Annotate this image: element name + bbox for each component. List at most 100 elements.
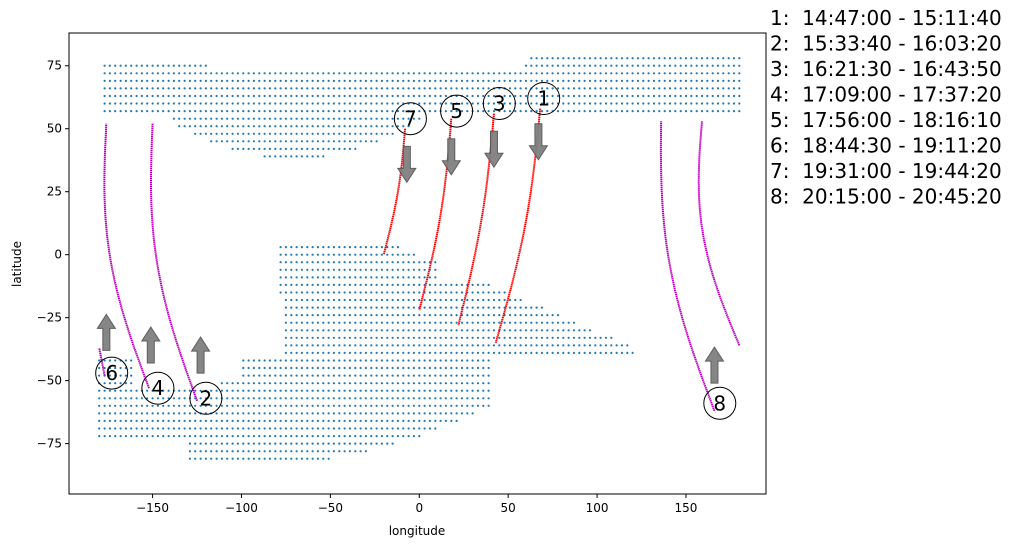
coverage-point <box>103 359 106 362</box>
coverage-point <box>700 102 704 105</box>
coverage-point <box>348 253 351 256</box>
coverage-point <box>146 102 149 105</box>
coverage-point <box>332 382 335 385</box>
coverage-point <box>199 435 202 438</box>
coverage-point <box>284 72 287 75</box>
coverage-point <box>300 366 303 370</box>
coverage-point <box>252 87 255 90</box>
coverage-point <box>738 102 741 105</box>
coverage-point <box>567 87 570 90</box>
coverage-point <box>380 132 383 135</box>
coverage-point <box>380 435 383 438</box>
coverage-point <box>412 435 415 438</box>
coverage-point <box>146 435 149 438</box>
coverage-point <box>391 374 394 377</box>
coverage-point <box>530 329 533 332</box>
coverage-point <box>226 79 229 82</box>
coverage-point <box>306 359 309 362</box>
coverage-point <box>300 147 303 150</box>
coverage-point <box>375 314 378 317</box>
coverage-point <box>610 110 613 113</box>
coverage-point <box>98 389 101 392</box>
coverage-point <box>348 283 351 286</box>
coverage-point <box>386 94 389 98</box>
coverage-point <box>567 72 570 75</box>
coverage-point <box>578 329 581 332</box>
coverage-point <box>487 321 490 324</box>
coverage-point <box>418 344 421 347</box>
coverage-point <box>727 94 730 98</box>
coverage-point <box>684 94 688 98</box>
coverage-point <box>300 435 303 438</box>
coverage-point <box>188 117 191 120</box>
coverage-point <box>364 404 367 407</box>
coverage-point <box>567 329 570 332</box>
coverage-point <box>103 382 106 385</box>
coverage-point <box>487 72 490 75</box>
coverage-point <box>540 64 544 67</box>
y-axis-label: latitude <box>10 241 24 287</box>
coverage-point <box>444 412 447 415</box>
coverage-point <box>684 102 688 105</box>
coverage-point <box>540 87 544 90</box>
coverage-point <box>215 397 218 400</box>
coverage-point <box>508 321 512 324</box>
coverage-point <box>370 298 373 302</box>
coverage-point <box>684 87 688 90</box>
coverage-point <box>631 351 634 354</box>
coverage-point <box>279 140 282 143</box>
coverage-point <box>391 404 394 407</box>
coverage-point <box>428 314 431 317</box>
coverage-point <box>519 351 522 354</box>
coverage-point <box>119 79 122 82</box>
coverage-point <box>375 359 378 362</box>
coverage-point <box>396 246 399 249</box>
coverage-point <box>279 389 282 392</box>
coverage-point <box>327 110 330 113</box>
coverage-point <box>258 397 261 400</box>
coverage-point <box>524 306 528 309</box>
coverage-point <box>183 389 186 392</box>
coverage-point <box>380 246 383 249</box>
coverage-point <box>290 351 293 354</box>
coverage-point <box>391 351 394 354</box>
coverage-point <box>615 110 618 113</box>
coverage-point <box>370 253 373 256</box>
coverage-point <box>514 321 517 324</box>
coverage-point <box>370 404 373 407</box>
coverage-point <box>306 306 309 309</box>
coverage-point <box>476 102 480 105</box>
coverage-point <box>386 72 389 75</box>
pass-marker-label-4: 4 <box>152 376 165 400</box>
coverage-point <box>178 102 181 105</box>
coverage-point <box>322 397 325 400</box>
coverage-point <box>423 336 426 339</box>
coverage-point <box>599 110 602 113</box>
coverage-point <box>279 283 282 286</box>
coverage-point <box>130 110 133 113</box>
coverage-point <box>258 419 261 422</box>
y-tick-label: 50 <box>47 122 62 136</box>
coverage-point <box>311 442 314 445</box>
coverage-point <box>642 87 645 90</box>
coverage-point <box>412 298 415 302</box>
coverage-point <box>471 344 474 347</box>
coverage-point <box>226 140 229 143</box>
coverage-point <box>396 344 399 347</box>
coverage-point <box>327 427 330 430</box>
coverage-point <box>311 125 314 128</box>
coverage-point <box>503 321 506 324</box>
coverage-point <box>386 404 389 407</box>
coverage-point <box>434 351 437 354</box>
coverage-point <box>386 276 389 279</box>
coverage-point <box>327 291 330 294</box>
coverage-point <box>343 261 346 264</box>
coverage-point <box>380 291 383 294</box>
coverage-point <box>295 155 298 158</box>
coverage-point <box>183 72 186 75</box>
coverage-point <box>284 344 287 347</box>
coverage-point <box>327 314 330 317</box>
coverage-point <box>146 110 149 113</box>
coverage-point <box>391 110 394 113</box>
coverage-point <box>684 110 688 113</box>
